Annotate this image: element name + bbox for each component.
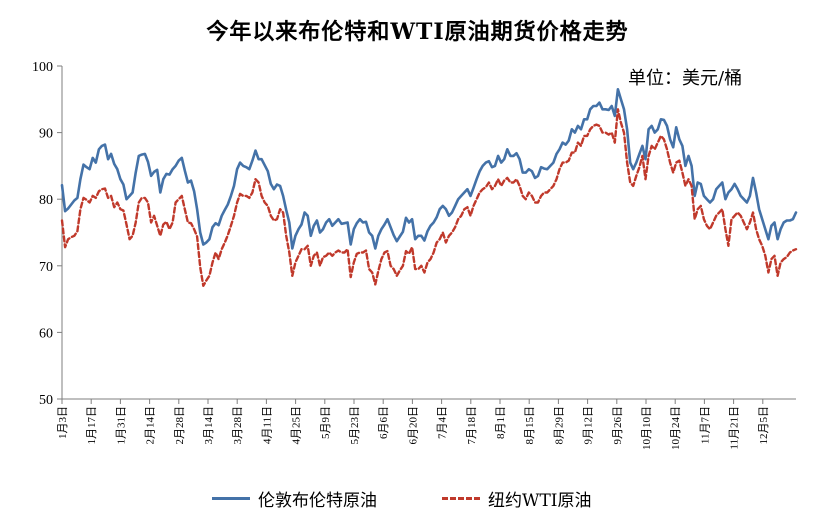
legend-swatch-wti [442, 497, 480, 500]
x-tick-label: 8月1日 [495, 406, 507, 439]
series-line-brent [60, 88, 798, 250]
x-tick-label: 4月25日 [291, 406, 303, 445]
legend-item-wti: 纽约WTI原油 [442, 486, 592, 511]
x-tick-label: 2月28日 [174, 406, 186, 445]
unit-label: 单位：美元/桶 [628, 68, 743, 89]
x-tick-label: 3月14日 [203, 406, 215, 445]
x-tick-label: 10月24日 [670, 406, 682, 450]
x-tick-label: 10月10日 [641, 406, 653, 450]
x-tick-label: 3月28日 [232, 406, 244, 445]
x-tick-label: 8月15日 [524, 406, 536, 445]
y-tick-label: 70 [39, 260, 53, 275]
x-tick-label: 6月20日 [407, 406, 419, 445]
chart-title: 今年以来布伦特和WTI原油期货价格走势 [206, 19, 629, 45]
legend-swatch-brent [212, 497, 250, 500]
x-tick-label: 9月26日 [612, 406, 624, 445]
x-tick-label: 12月5日 [758, 406, 770, 445]
x-tick-label: 11月21日 [729, 406, 741, 450]
legend-label-brent: 伦敦布伦特原油 [258, 491, 377, 511]
x-tick-label: 1月31日 [115, 406, 127, 445]
x-tick-label: 6月6日 [378, 406, 390, 439]
x-tick-label: 1月3日 [57, 406, 69, 439]
x-tick-label: 1月17日 [86, 406, 98, 445]
x-tick-label: 11月7日 [699, 406, 711, 444]
legend-label-wti: 纽约WTI原油 [488, 491, 592, 511]
legend: 伦敦布伦特原油 纽约WTI原油 [0, 486, 835, 511]
x-tick-label: 5月23日 [349, 406, 361, 445]
y-tick-label: 80 [39, 193, 53, 208]
x-tick-label: 4月11日 [261, 406, 273, 444]
x-tick-label: 5月9日 [320, 406, 332, 439]
x-tick-label: 9月12日 [583, 406, 595, 445]
y-tick-label: 90 [39, 127, 53, 142]
y-tick-label: 60 [39, 326, 53, 341]
x-tick-label: 7月18日 [466, 406, 478, 445]
legend-item-brent: 伦敦布伦特原油 [212, 486, 377, 511]
y-tick-label: 100 [32, 60, 53, 75]
y-tick-label: 50 [39, 393, 53, 408]
x-tick-label: 7月4日 [437, 406, 449, 439]
plot-area: 50 60 70 80 90 100 1月3日 1月17日 1月31日 2月14日 2月28日 3月… [32, 60, 798, 450]
series-line-wti [60, 108, 798, 287]
x-tick-label: 2月14日 [145, 406, 157, 445]
x-tick-label: 8月29日 [553, 406, 565, 445]
